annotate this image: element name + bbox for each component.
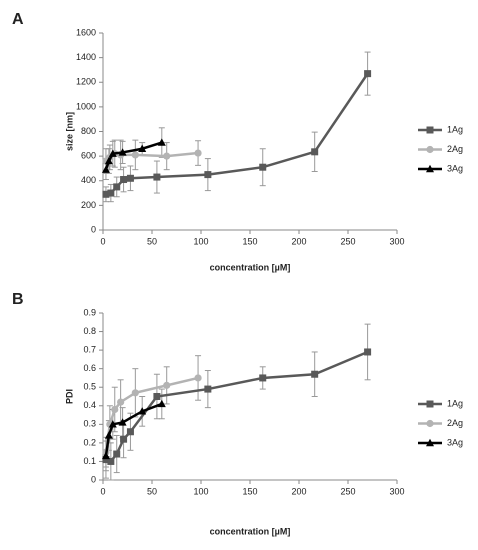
y-tick-label: 0.3: [83, 419, 96, 429]
data-point: [259, 374, 267, 382]
data-point: [364, 348, 372, 356]
legend-label: 3Ag: [447, 437, 463, 447]
y-tick-label: 0.9: [83, 307, 96, 317]
legend-marker: [426, 145, 434, 154]
y-tick-label: 400: [81, 175, 96, 185]
data-point: [153, 393, 161, 400]
data-point: [118, 418, 127, 426]
data-point: [138, 144, 147, 152]
data-point: [311, 148, 319, 156]
y-tick-label: 200: [81, 200, 96, 210]
x-tick-label: 0: [100, 236, 105, 246]
x-tick-label: 300: [389, 486, 404, 496]
y-tick-label: 0.1: [83, 456, 96, 466]
data-point: [104, 156, 113, 165]
panel-label: B: [12, 291, 24, 308]
x-tick-label: 100: [193, 236, 208, 246]
y-tick-label: 600: [81, 151, 96, 161]
x-tick-label: 50: [147, 236, 157, 246]
legend-marker: [426, 126, 434, 134]
legend-label: 2Ag: [447, 144, 463, 154]
x-tick-label: 0: [100, 486, 105, 496]
x-tick-label: 150: [242, 236, 257, 246]
y-tick-label: 1200: [76, 77, 96, 87]
x-axis-label: concentration [µM]: [210, 526, 291, 536]
y-tick-label: 1400: [76, 52, 96, 62]
data-point: [117, 398, 125, 406]
x-tick-label: 200: [291, 236, 306, 246]
data-point: [157, 399, 166, 408]
data-point: [204, 385, 212, 393]
data-point: [108, 420, 117, 428]
legend-marker: [426, 419, 434, 428]
x-tick-label: 50: [147, 486, 157, 496]
y-axis-label: size [nm]: [64, 112, 74, 151]
data-point: [107, 457, 115, 465]
legend-label: 1Ag: [447, 398, 463, 408]
data-point: [108, 149, 117, 157]
y-tick-label: 1000: [76, 101, 96, 111]
y-tick-label: 0: [91, 224, 96, 234]
data-point: [113, 183, 121, 191]
data-point: [102, 456, 110, 464]
y-tick-label: 1600: [76, 27, 96, 37]
data-point: [163, 381, 171, 389]
series-line: [105, 72, 369, 196]
legend-label: 3Ag: [447, 163, 463, 173]
data-point: [259, 163, 267, 171]
data-point: [107, 189, 115, 197]
y-axis-label: PDI: [64, 389, 74, 404]
data-point: [194, 149, 202, 157]
x-tick-label: 300: [389, 236, 404, 246]
legend-marker: [426, 400, 434, 408]
series-line: [105, 350, 369, 463]
series-line: [104, 376, 199, 453]
x-tick-label: 150: [242, 486, 257, 496]
y-tick-label: 0.4: [83, 400, 96, 410]
y-tick-label: 0.5: [83, 382, 96, 392]
data-point: [311, 370, 319, 378]
legend-marker: [426, 438, 434, 447]
y-tick-label: 800: [81, 126, 96, 136]
x-tick-label: 250: [340, 486, 355, 496]
y-tick-label: 0.6: [83, 363, 96, 373]
data-point: [118, 148, 127, 156]
data-point: [102, 190, 110, 198]
data-point: [153, 173, 161, 181]
data-point: [120, 176, 128, 184]
data-point: [364, 70, 372, 78]
data-point: [101, 451, 110, 460]
data-point: [104, 431, 113, 439]
data-point: [131, 151, 139, 159]
data-point: [138, 407, 147, 415]
legend-label: 2Ag: [447, 418, 463, 428]
y-tick-label: 0.8: [83, 326, 96, 336]
series-line: [104, 402, 163, 457]
x-axis-label: concentration [µM]: [210, 262, 291, 272]
y-tick-label: 0.2: [83, 437, 96, 447]
data-point: [101, 165, 110, 173]
data-point: [120, 435, 128, 443]
x-tick-label: 250: [340, 236, 355, 246]
data-point: [157, 138, 166, 146]
legend-label: 1Ag: [447, 124, 463, 134]
data-point: [126, 174, 134, 182]
data-point: [113, 450, 121, 458]
y-tick-label: 0.7: [83, 344, 96, 354]
y-tick-label: 0: [91, 474, 96, 484]
x-tick-label: 100: [193, 486, 208, 496]
x-tick-label: 200: [291, 486, 306, 496]
data-point: [194, 374, 202, 382]
legend-marker: [426, 164, 434, 173]
data-point: [163, 152, 171, 160]
data-point: [131, 389, 139, 397]
data-point: [111, 405, 119, 414]
data-point: [126, 428, 134, 436]
panel-label: A: [12, 11, 24, 28]
data-point: [204, 171, 212, 179]
